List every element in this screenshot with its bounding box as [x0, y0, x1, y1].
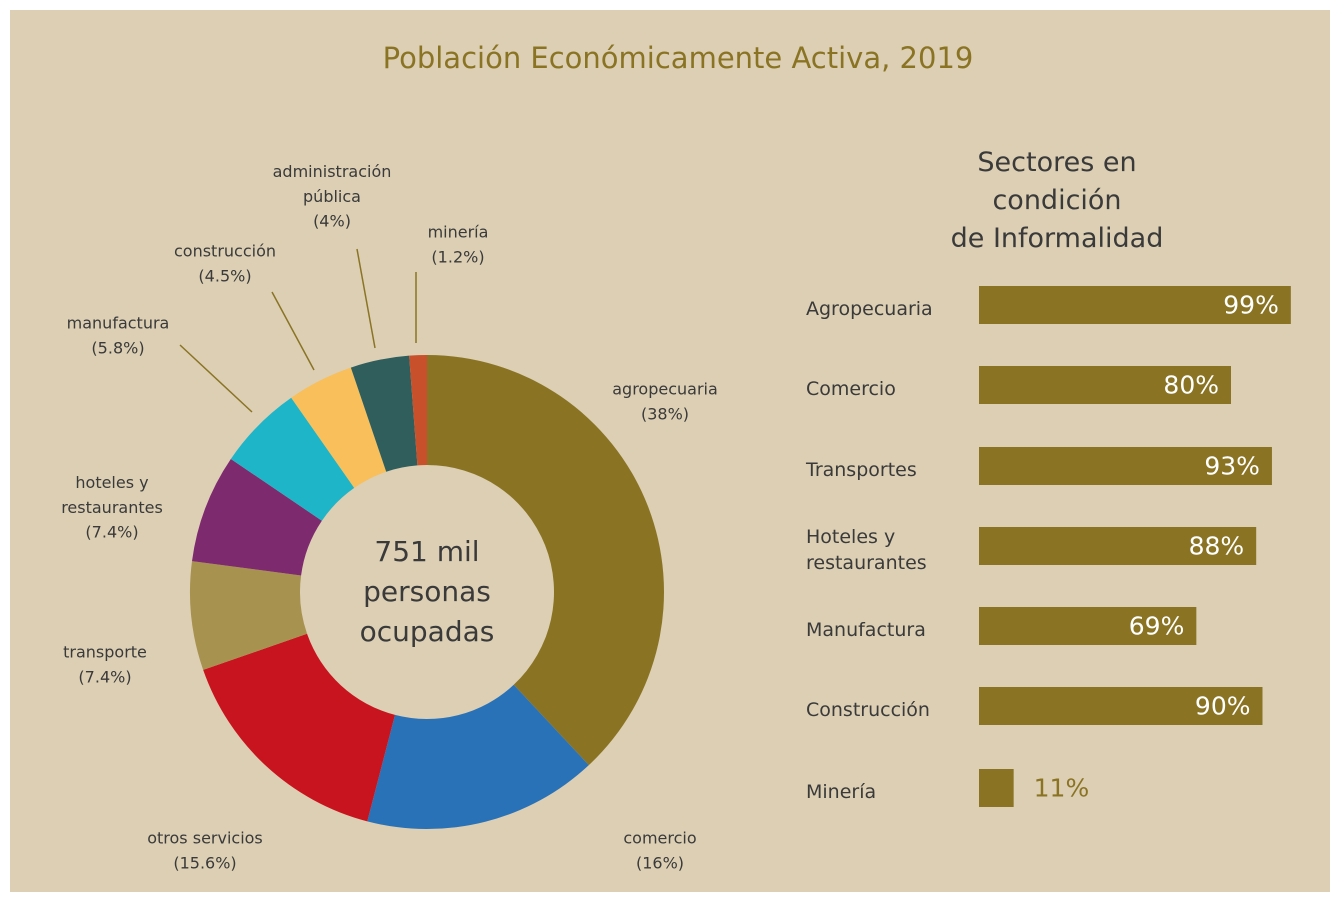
value-label: 88%: [1188, 531, 1245, 561]
slice-value: (15.6%): [173, 853, 237, 873]
slice-value: (5.8%): [91, 338, 145, 358]
slice-value: (1.2%): [431, 247, 485, 267]
slice-label: transporte: [63, 642, 147, 662]
slice-value: (7.4%): [78, 667, 132, 687]
donut-slice: [230, 397, 355, 521]
slice-label: hoteles y restaurantes: [61, 473, 163, 517]
donut-slice: [367, 684, 589, 829]
category-label: Comercio: [806, 378, 896, 400]
donut-slice: [190, 561, 308, 670]
category-label: Manufactura: [806, 619, 926, 641]
bar: [979, 687, 1263, 725]
slice-label: comercio: [623, 828, 697, 848]
leader-lines: [179, 248, 417, 413]
category-label: Agropecuaria: [806, 298, 933, 320]
slice-value: (4.5%): [198, 266, 252, 286]
category-label: Transportes: [806, 459, 917, 481]
main-title: Población Económicamente Activa, 2019: [382, 41, 974, 75]
slice-label: agropecuaria: [612, 379, 718, 399]
donut-slice: [291, 367, 387, 488]
donut-slice: [192, 458, 322, 576]
value-label: 93%: [1204, 451, 1260, 481]
value-label: 90%: [1194, 691, 1251, 721]
bar: [979, 769, 1014, 807]
category-label: Construcción: [806, 699, 930, 721]
category-label: Minería: [806, 781, 877, 803]
bar: [979, 607, 1197, 645]
bar: [979, 286, 1291, 324]
donut-slice: [350, 355, 418, 472]
category-label: Hoteles y restaurantes: [806, 526, 927, 574]
donut-slice: [203, 633, 395, 822]
bar: [979, 527, 1257, 565]
slice-label: construcción: [173, 241, 277, 261]
leader-line: [271, 291, 315, 371]
value-label: 11%: [1033, 773, 1090, 803]
donut-slice: [409, 355, 427, 466]
slice-value: (16%): [635, 853, 685, 873]
value-label: 69%: [1128, 611, 1185, 641]
center-label: 751 mil personas ocupadas: [359, 535, 495, 648]
leader-line: [179, 344, 253, 413]
slice-value: (38%): [640, 404, 690, 424]
slice-label: manufactura: [66, 313, 170, 333]
value-label: 80%: [1163, 370, 1219, 400]
donut-slice: [427, 355, 664, 766]
slice-label: administración pública: [272, 162, 392, 206]
slice-label: otros servicios: [147, 828, 263, 848]
bar-chart-title: Sectores en condición de Informalidad: [950, 147, 1164, 254]
leader-line: [356, 248, 376, 349]
bar: [979, 366, 1231, 404]
value-label: 99%: [1223, 290, 1279, 320]
slice-value: (4%): [313, 211, 351, 231]
bar: [979, 447, 1272, 485]
slice-label: minería: [427, 222, 489, 242]
slice-value: (7.4%): [85, 522, 139, 542]
